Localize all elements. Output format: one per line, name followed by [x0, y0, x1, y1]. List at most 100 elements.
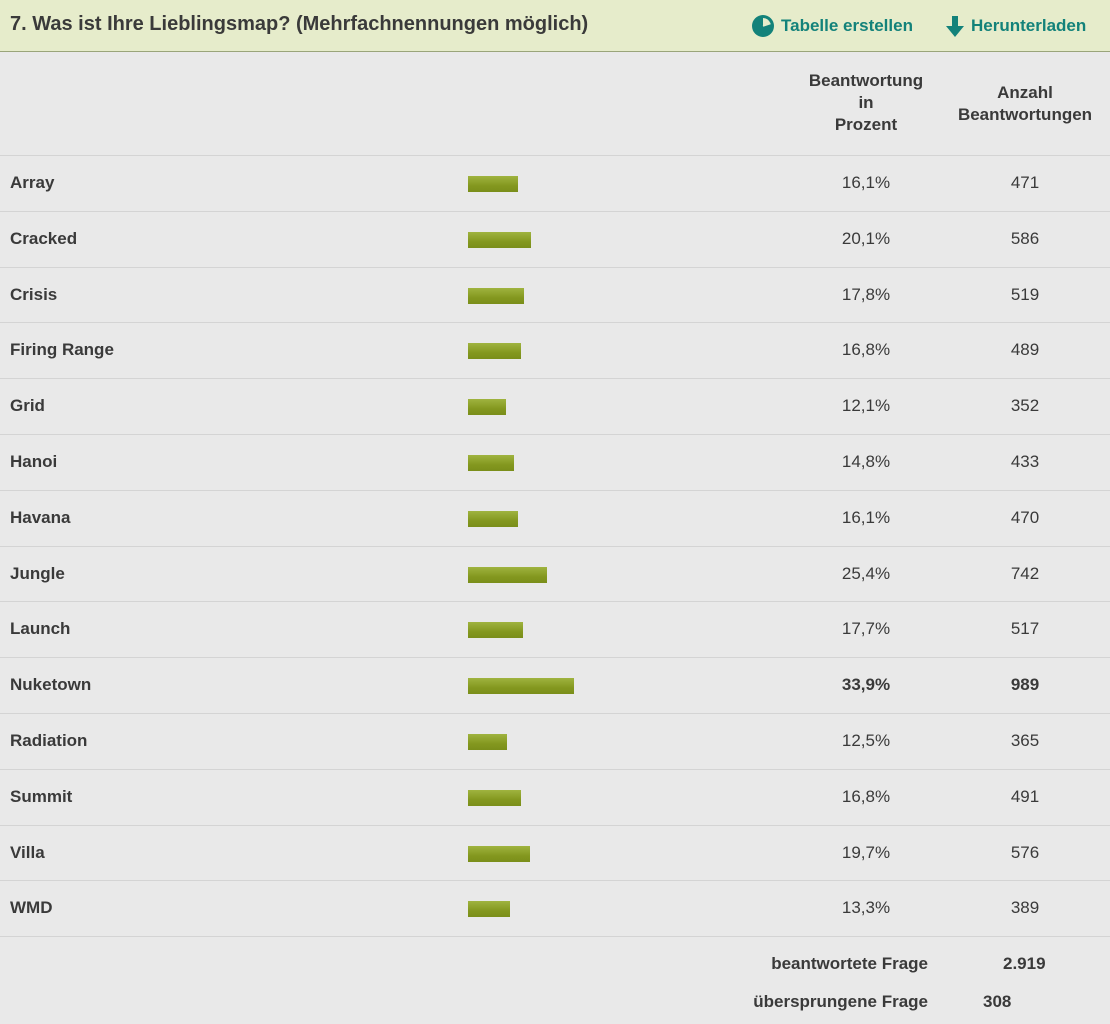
- bar: [468, 454, 515, 471]
- bar-track: [468, 678, 788, 695]
- row-label: Radiation: [10, 730, 88, 750]
- row-percent: 16,8%: [841, 786, 891, 806]
- skipped-value: 308: [983, 992, 1012, 1011]
- bar: [468, 231, 531, 248]
- create-table-button[interactable]: Tabelle erstellen: [751, 14, 913, 38]
- row-label: Jungle: [10, 563, 65, 583]
- table-row: Firing Range 16,8% 489: [0, 323, 1110, 380]
- row-percent: 12,1%: [841, 396, 891, 416]
- row-percent: 16,1%: [841, 507, 891, 527]
- row-count: 989: [1010, 675, 1040, 695]
- row-percent: 25,4%: [841, 563, 891, 583]
- row-count: 576: [1010, 842, 1040, 862]
- row-count: 742: [1010, 563, 1040, 583]
- question-header: 7. Was ist Ihre Lieblingsmap? (Mehrfachn…: [0, 0, 1110, 52]
- row-label: Villa: [10, 842, 45, 862]
- bar: [468, 287, 524, 304]
- row-count: 471: [1010, 173, 1040, 192]
- bar-track: [468, 845, 788, 862]
- table-row: Cracked 20,1% 586: [0, 212, 1110, 268]
- bar: [468, 622, 524, 639]
- row-percent: 16,8%: [841, 340, 891, 360]
- row-count: 365: [1010, 730, 1040, 750]
- bar: [468, 845, 530, 862]
- row-count: 517: [1010, 619, 1040, 639]
- row-label: Grid: [10, 396, 45, 416]
- table-row: Summit 16,8% 491: [0, 770, 1110, 826]
- row-label: Firing Range: [10, 340, 114, 360]
- bar: [468, 789, 521, 806]
- bar-track: [468, 622, 788, 639]
- bar-track: [468, 789, 788, 806]
- row-label: Nuketown: [10, 675, 92, 695]
- table-row: Villa 19,7% 576: [0, 826, 1110, 882]
- bar-track: [468, 566, 788, 583]
- row-count: 586: [1010, 228, 1040, 248]
- row-percent: 13,3%: [841, 898, 891, 918]
- row-count: 470: [1010, 507, 1040, 527]
- row-label: Hanoi: [10, 451, 58, 471]
- bar: [468, 678, 574, 695]
- row-percent: 33,9%: [841, 675, 891, 695]
- row-percent: 17,8%: [841, 284, 891, 304]
- row-percent: 12,5%: [841, 730, 891, 750]
- column-header-percent-line: Prozent: [834, 115, 898, 134]
- bar: [468, 566, 548, 583]
- download-label: Herunterladen: [971, 16, 1087, 35]
- answered-value: 2.919: [1003, 954, 1046, 973]
- row-label: Cracked: [10, 228, 78, 248]
- row-count: 389: [1010, 898, 1040, 918]
- table-row: Grid 12,1% 352: [0, 379, 1110, 435]
- skipped-label: übersprungene Frage: [753, 992, 928, 1011]
- column-header-percent-line: Beantwortung: [808, 71, 924, 90]
- table-row: Launch 17,7% 517: [0, 602, 1110, 659]
- bar: [468, 399, 506, 416]
- row-label: Crisis: [10, 284, 58, 304]
- bar: [468, 343, 521, 360]
- pie-chart-icon: [752, 15, 774, 37]
- bar: [468, 733, 508, 750]
- table-row: Nuketown 33,9% 989: [0, 658, 1110, 714]
- table-row: WMD 13,3% 389: [0, 881, 1110, 938]
- column-header-count-line: Beantwortungen: [957, 105, 1093, 124]
- row-label: Summit: [10, 786, 73, 806]
- row-percent: 14,8%: [841, 451, 891, 471]
- row-percent: 16,1%: [841, 173, 891, 192]
- table-row: Havana 16,1% 470: [0, 491, 1110, 547]
- bar: [468, 901, 510, 918]
- table-row: Jungle 25,4% 742: [0, 547, 1110, 603]
- row-count: 519: [1010, 284, 1040, 304]
- table-row: Crisis 17,8% 519: [0, 268, 1110, 324]
- column-header-percent: Beantwortung in Prozent: [790, 70, 942, 136]
- bar-track: [468, 510, 788, 527]
- column-header-count: Anzahl Beantwortungen: [945, 82, 1105, 126]
- bar-track: [468, 176, 788, 192]
- bar-track: [468, 399, 788, 416]
- column-header-percent-line: in: [858, 93, 874, 112]
- table-row: Array 16,1% 471: [0, 156, 1110, 212]
- table-row: Radiation 12,5% 365: [0, 714, 1110, 770]
- row-label: Havana: [10, 507, 71, 527]
- arrow-down-icon: [946, 16, 964, 37]
- row-count: 491: [1010, 786, 1040, 806]
- row-percent: 17,7%: [841, 619, 891, 639]
- download-button[interactable]: Herunterladen: [945, 14, 1086, 38]
- bar: [468, 176, 519, 192]
- row-count: 489: [1010, 340, 1040, 360]
- row-label: Launch: [10, 619, 71, 639]
- column-header-count-line: Anzahl: [997, 83, 1053, 102]
- bar-track: [468, 733, 788, 750]
- bar-track: [468, 287, 788, 304]
- row-count: 433: [1010, 451, 1040, 471]
- bar-track: [468, 454, 788, 471]
- row-percent: 19,7%: [841, 842, 891, 862]
- table-row: Hanoi 14,8% 433: [0, 435, 1110, 491]
- bar-track: [468, 901, 788, 918]
- create-table-label: Tabelle erstellen: [781, 16, 913, 35]
- bar-track: [468, 231, 788, 248]
- answered-label: beantwortete Frage: [771, 954, 928, 973]
- answer-table: Array 16,1% 471 Cracked 20,1% 586 Crisis 17,8% 5…: [0, 155, 1110, 938]
- question-title: 7. Was ist Ihre Lieblingsmap? (Mehrfachn…: [10, 13, 589, 35]
- row-label: Array: [10, 173, 55, 192]
- row-count: 352: [1010, 396, 1040, 416]
